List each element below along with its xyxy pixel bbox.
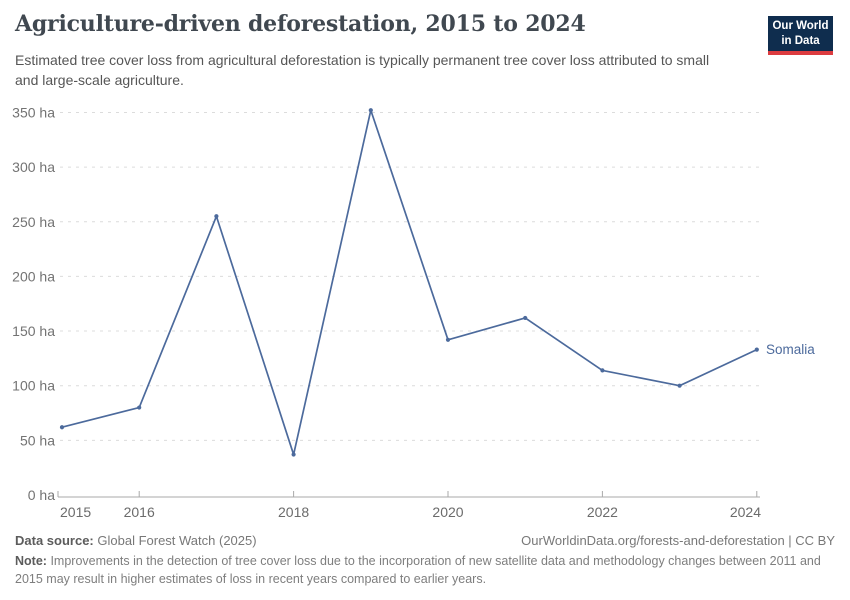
chart-note-text: Improvements in the detection of tree co… xyxy=(15,554,821,587)
owid-logo: Our World in Data xyxy=(768,16,833,55)
line-chart: 0 ha 50 ha 100 ha 150 ha 200 ha 250 ha 300 ha 3… xyxy=(12,104,815,520)
x-axis-tick-label: 2016 xyxy=(124,504,155,520)
y-axis-tick-label: 200 ha xyxy=(12,268,55,284)
data-point-marker xyxy=(523,315,528,321)
data-source: Data source: Global Forest Watch (2025) xyxy=(15,533,257,548)
chart-note-label: Note: xyxy=(15,554,47,568)
x-axis-tick-label: 2020 xyxy=(432,504,463,520)
x-axis-tick-label: 2018 xyxy=(278,504,309,520)
data-point-marker xyxy=(445,337,451,342)
source-row: Data source: Global Forest Watch (2025) … xyxy=(15,533,835,548)
data-source-value: Global Forest Watch (2025) xyxy=(97,533,257,548)
data-point-marker xyxy=(368,108,373,113)
y-axis-tick-label: 300 ha xyxy=(12,159,55,175)
owid-logo-line1: Our World xyxy=(772,20,829,33)
x-axis-tick-label: 2022 xyxy=(587,504,618,520)
chart-note: Note: Improvements in the detection of t… xyxy=(15,552,837,588)
data-point-marker xyxy=(677,383,682,388)
attribution: OurWorldinData.org/forests-and-deforesta… xyxy=(521,533,835,548)
y-axis-tick-label: 50 ha xyxy=(20,432,55,448)
chart-subtitle: Estimated tree cover loss from agricultu… xyxy=(15,52,710,88)
data-source-label: Data source: xyxy=(15,533,94,548)
x-axis-tick-label: 2015 xyxy=(60,504,91,520)
series-line xyxy=(61,109,758,456)
y-axis-tick-label: 150 ha xyxy=(12,323,55,339)
owid-logo-line2: in Data xyxy=(781,34,820,47)
data-point-marker xyxy=(291,452,296,457)
data-point-marker xyxy=(600,368,605,373)
data-point-marker xyxy=(754,347,759,352)
data-point-marker xyxy=(137,405,142,410)
y-axis-tick-label: 0 ha xyxy=(28,487,55,503)
x-axis-tick-label: 2024 xyxy=(730,504,761,520)
data-point-marker xyxy=(59,425,65,430)
page-title: Agriculture-driven deforestation, 2015 t… xyxy=(15,11,586,37)
y-axis-tick-label: 100 ha xyxy=(12,378,55,394)
y-axis-tick-label: 250 ha xyxy=(12,214,55,230)
data-point-marker xyxy=(214,214,219,219)
series-end-label: Somalia xyxy=(766,342,815,357)
y-axis-tick-label: 350 ha xyxy=(12,104,55,120)
